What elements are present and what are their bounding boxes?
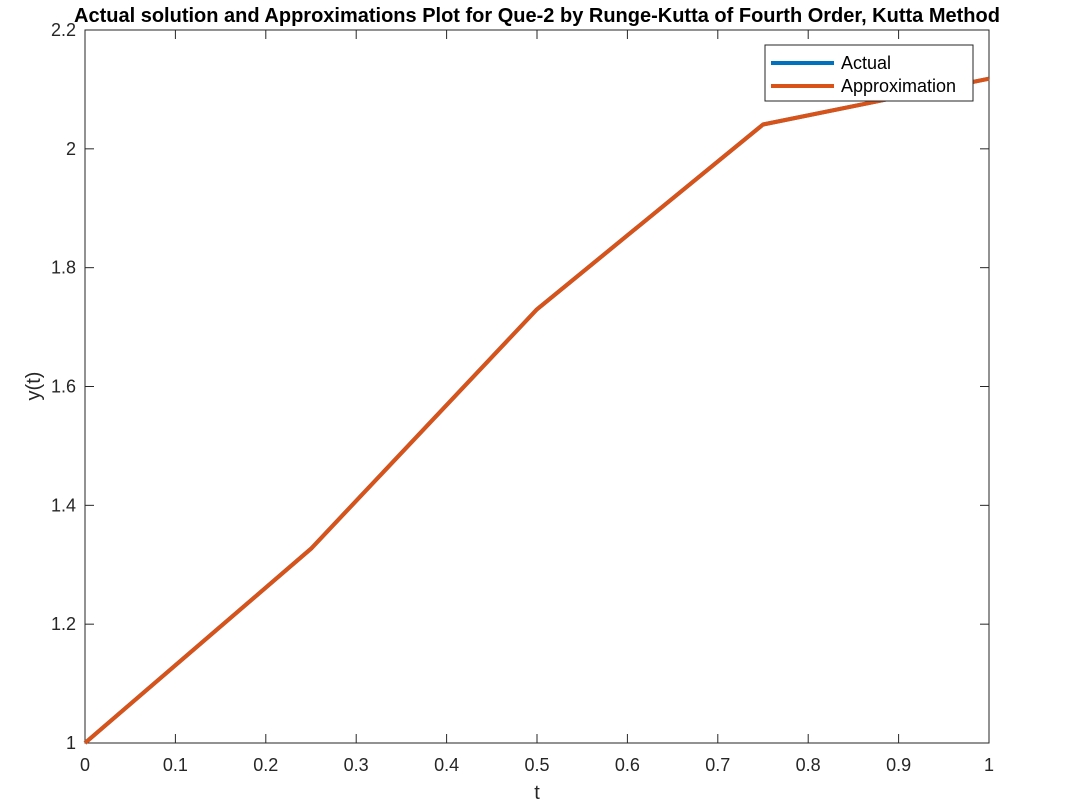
x-tick-label: 0.2 (253, 755, 278, 775)
x-tick-label: 0.6 (615, 755, 640, 775)
y-axis-label: y(t) (23, 372, 45, 401)
x-tick-label: 0.5 (524, 755, 549, 775)
series-layer (83, 76, 990, 745)
x-tick-label: 0.8 (796, 755, 821, 775)
legend-box (764, 44, 974, 102)
x-tick-label: 1 (984, 755, 994, 775)
y-tick-label: 1.8 (51, 258, 76, 278)
legend-label-actual: Actual (841, 53, 891, 73)
series-line-approximation (83, 76, 990, 745)
x-tick-label: 0.4 (434, 755, 459, 775)
y-tick-label: 2.2 (51, 20, 76, 40)
y-tick-label: 1.4 (51, 495, 76, 515)
y-axis-ticks: 1 1.2 1.4 1.6 1.8 2 2.2 (51, 20, 989, 753)
x-axis-ticks: 0 0.1 0.2 0.3 0.4 0.5 0.6 0.7 0.8 0.9 1 (80, 30, 994, 775)
y-tick-label: 1.2 (51, 614, 76, 634)
legend: Actual Approximation (764, 44, 974, 102)
chart-title: Actual solution and Approximations Plot … (74, 5, 1000, 27)
x-tick-label: 0 (80, 755, 90, 775)
x-tick-label: 0.7 (705, 755, 730, 775)
y-tick-label: 2 (66, 139, 76, 159)
x-axis-label: t (534, 782, 540, 804)
x-tick-label: 0.3 (344, 755, 369, 775)
x-tick-label: 0.9 (886, 755, 911, 775)
plot-area (84, 29, 990, 744)
y-tick-label: 1.6 (51, 377, 76, 397)
y-tick-label: 1 (66, 733, 76, 753)
x-tick-label: 0.1 (163, 755, 188, 775)
legend-label-approximation: Approximation (841, 76, 956, 96)
